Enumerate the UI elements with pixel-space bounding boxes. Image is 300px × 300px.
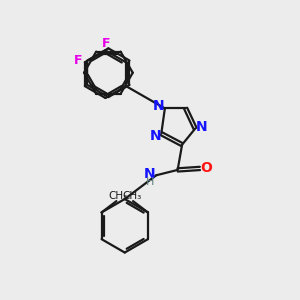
Text: N: N	[153, 99, 165, 113]
Text: CH₃: CH₃	[108, 191, 127, 201]
Text: F: F	[74, 54, 82, 67]
Text: O: O	[200, 161, 212, 176]
Text: H: H	[146, 177, 154, 187]
Text: N: N	[144, 167, 155, 181]
Text: CH₃: CH₃	[122, 191, 142, 201]
Text: F: F	[102, 38, 111, 50]
Text: N: N	[149, 129, 161, 143]
Text: N: N	[195, 120, 207, 134]
